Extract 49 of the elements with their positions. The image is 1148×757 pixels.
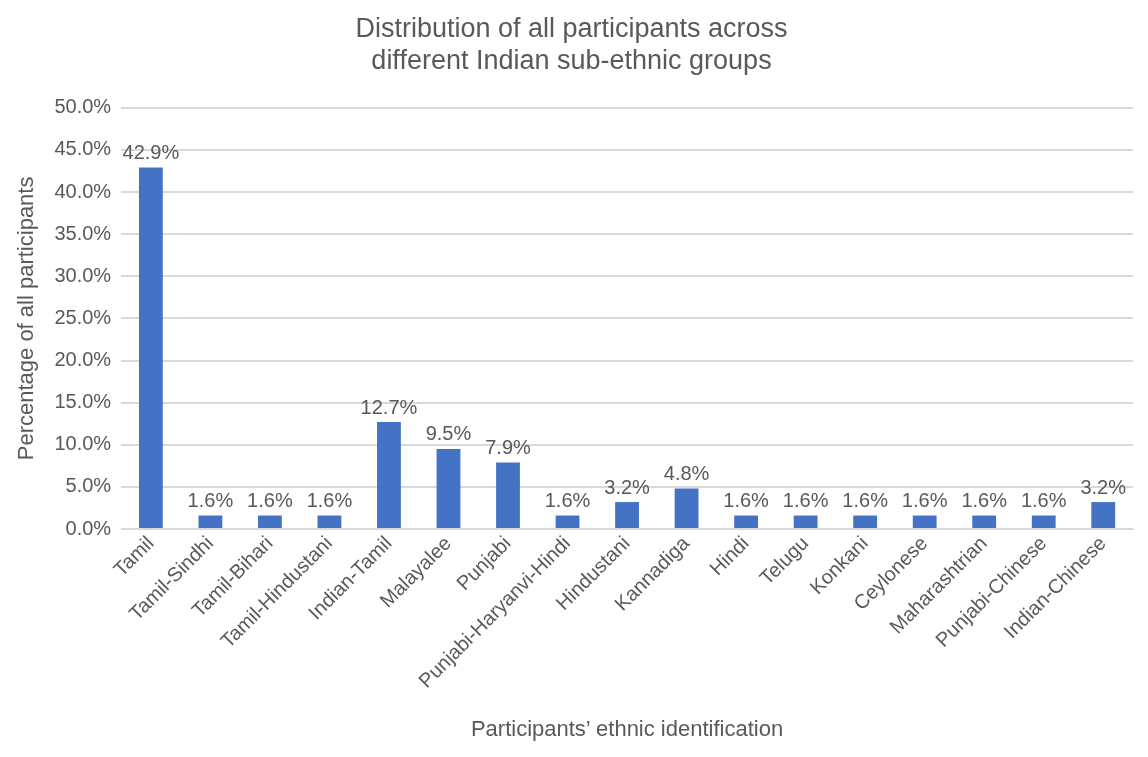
bar [496,462,520,528]
bar [377,422,401,528]
bar [198,515,223,528]
bar [793,515,818,528]
y-tick-label: 15.0% [54,390,112,413]
data-label: 1.6% [723,489,770,512]
y-tick-label: 30.0% [54,263,112,286]
text: different Indian sub-ethnic groups [371,45,772,76]
bar [972,515,997,528]
y-tick-label: 40.0% [54,179,112,202]
data-label: 42.9% [122,141,180,164]
data-label: 1.6% [247,489,293,512]
y-tick-label: 10.0% [54,432,112,455]
bar [317,515,342,528]
x-axis-title: Participants’ ethnic identification [470,715,784,741]
data-label: 3.2% [1080,475,1127,498]
data-label: 1.6% [901,489,948,512]
y-tick-label: 5.0% [65,474,112,497]
bar [734,515,759,528]
bar [138,167,163,528]
bar [1091,502,1116,528]
data-label: 9.5% [425,422,472,445]
bar [1031,515,1056,528]
bar [853,515,878,528]
bar [258,515,282,528]
bar [615,502,639,528]
data-label: 1.6% [961,489,1008,512]
bar [674,488,699,528]
bar [555,515,580,528]
data-label: 12.7% [360,395,418,418]
data-label: 1.6% [306,489,353,512]
y-tick-label: 35.0% [54,221,112,244]
y-tick-label: 25.0% [54,305,112,328]
bar [436,448,461,528]
text: Distribution of all participants across [355,12,788,43]
data-label: 1.6% [782,489,829,512]
data-label: 1.6% [187,489,234,512]
y-tick-label: 45.0% [54,137,112,160]
y-tick-label: 0.0% [65,516,112,539]
data-label: 1.6% [1020,489,1067,512]
y-tick-label: 50.0% [54,95,112,118]
data-label: 3.2% [604,475,651,498]
y-axis-title: Percentage of all participants [13,176,39,461]
data-label: 1.6% [842,489,889,512]
y-tick-label: 20.0% [54,348,112,371]
bar [912,515,937,528]
data-label: 1.6% [544,489,591,512]
data-label: 7.9% [485,435,532,458]
data-label: 4.8% [663,462,710,485]
